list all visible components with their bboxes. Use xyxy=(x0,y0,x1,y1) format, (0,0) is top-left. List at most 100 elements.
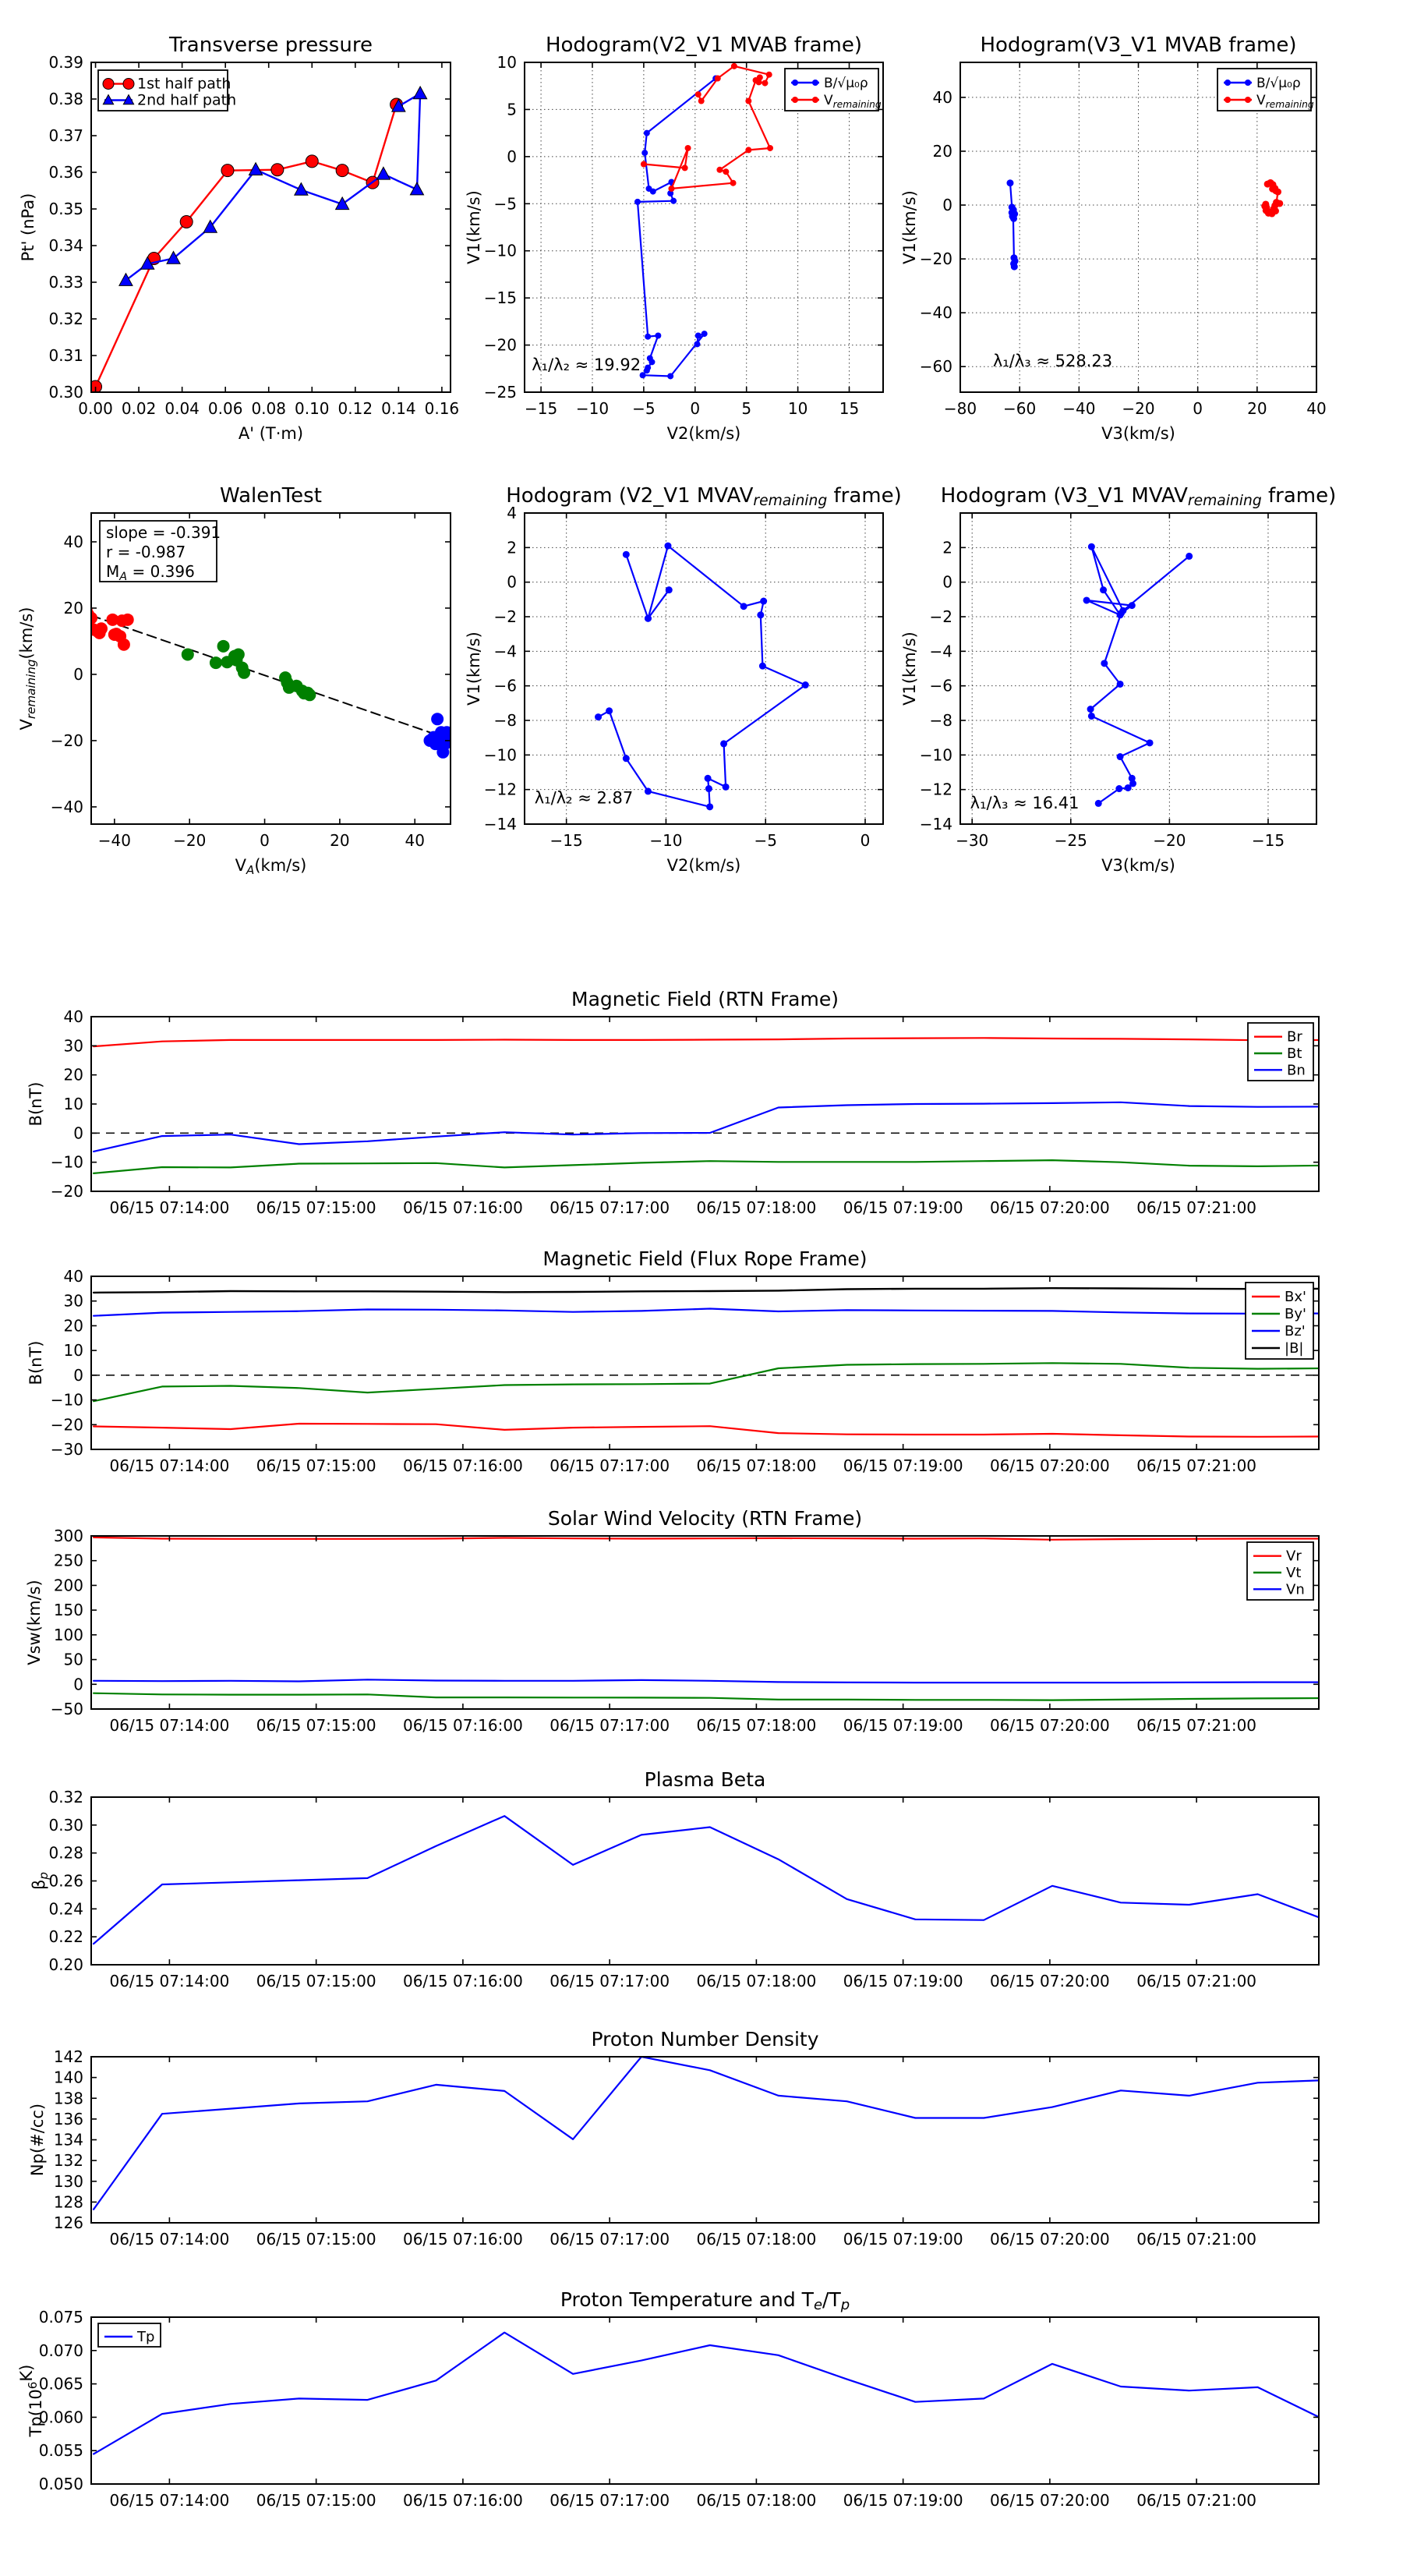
data-point xyxy=(431,713,444,726)
y-tick-label: −8 xyxy=(930,711,952,730)
y-tick-label: −10 xyxy=(484,242,517,260)
series-group xyxy=(595,542,809,811)
data-point xyxy=(655,332,662,339)
x-tick-label: 0 xyxy=(260,831,270,850)
x-tick-label: 06/15 07:16:00 xyxy=(403,1972,523,1990)
series-v-hodogram xyxy=(1085,546,1190,805)
data-point xyxy=(1116,753,1124,761)
legend: B/√μ₀ρ Vremaining​ xyxy=(784,68,882,111)
chart-title: WalenTest xyxy=(220,484,322,508)
x-tick-label: 06/15 07:14:00 xyxy=(109,1456,229,1475)
series-group xyxy=(93,2331,1319,2455)
marker xyxy=(812,80,818,86)
marker xyxy=(102,94,115,105)
annotation: λ₁/λ₂ ≈ 19.92 xyxy=(532,356,641,374)
data-point xyxy=(1006,179,1014,187)
data-point xyxy=(720,740,728,748)
y-tick-label: 132 xyxy=(54,2151,83,2170)
data-point xyxy=(706,803,714,811)
x-tick-label: 06/15 07:18:00 xyxy=(696,2230,816,2249)
x-tick-label: 06/15 07:18:00 xyxy=(696,1716,816,1735)
legend: Bx'By'Bz'|B| xyxy=(1245,1282,1314,1360)
axes-spines xyxy=(90,2056,1320,2224)
grid xyxy=(525,512,883,825)
marker xyxy=(102,78,115,90)
y-tick-label: 0 xyxy=(942,573,952,592)
axes-spines xyxy=(90,62,451,393)
y-tick-label: 0.070 xyxy=(39,2341,83,2360)
y-tick-label: 0.32 xyxy=(48,1788,83,1806)
y-tick-label: 0.060 xyxy=(39,2408,83,2426)
data-point xyxy=(644,787,652,795)
x-tick-label: 06/15 07:21:00 xyxy=(1136,1972,1256,1990)
y-tick-label: 2 xyxy=(942,538,952,557)
axis-ticks: −30 −25 −20 −15−14−12−10−8−6−4−202 xyxy=(920,513,1316,850)
y-tick-label: 0 xyxy=(73,1123,83,1142)
x-tick-label: 06/15 07:19:00 xyxy=(843,1972,963,1990)
x-tick-label: 06/15 07:16:00 xyxy=(403,2230,523,2249)
legend-label: Bn xyxy=(1287,1062,1306,1078)
x-tick-label: 06/15 07:15:00 xyxy=(256,2491,376,2510)
y-tick-label: −14 xyxy=(920,815,952,833)
x-tick-label: −20 xyxy=(1153,831,1186,850)
series-vr xyxy=(93,1536,1319,1541)
x-tick-label: 06/15 07:14:00 xyxy=(109,1198,229,1217)
grid xyxy=(959,62,1317,392)
data-point xyxy=(1115,785,1123,793)
x-tick-label: 06/15 07:15:00 xyxy=(256,1716,376,1735)
y-axis-label: Tp(106​K) xyxy=(17,2365,45,2438)
y-tick-label: 10 xyxy=(497,53,517,72)
y-tick-label: 0.30 xyxy=(48,1816,83,1835)
y-tick-label: 0 xyxy=(507,147,517,166)
data-point xyxy=(391,98,406,112)
axis-ticks: 06/15 07:14:00 06/15 07:15:00 06/15 07:16:… xyxy=(51,1267,1319,1475)
data-point xyxy=(221,164,235,178)
y-tick-label: −20 xyxy=(51,1182,83,1201)
y-tick-label: −40 xyxy=(920,303,952,322)
x-axis-label: V2(km/s) xyxy=(667,424,741,443)
data-point xyxy=(1146,739,1154,747)
y-tick-label: −10 xyxy=(484,745,517,764)
y-tick-label: 126 xyxy=(54,2213,83,2232)
marker xyxy=(122,94,135,105)
y-tick-label: −20 xyxy=(920,249,952,268)
y-tick-label: 0 xyxy=(942,196,952,214)
x-tick-label: 20 xyxy=(1247,399,1267,418)
series-by- xyxy=(93,1362,1319,1403)
data-point xyxy=(704,774,712,782)
y-tick-label: 0.33 xyxy=(48,273,83,292)
y-tick-label: 2 xyxy=(507,538,517,557)
x-tick-label: 06/15 07:20:00 xyxy=(990,2230,1110,2249)
y-tick-label: 0 xyxy=(73,1675,83,1693)
legend-label: 1st half path xyxy=(137,76,231,93)
y-tick-label: −8 xyxy=(494,711,517,730)
data-point xyxy=(1009,209,1017,217)
y-tick-label: 0.050 xyxy=(39,2475,83,2493)
data-point xyxy=(622,550,630,558)
y-tick-label: 30 xyxy=(64,1036,83,1055)
data-point xyxy=(649,188,656,195)
y-tick-label: 300 xyxy=(54,1527,83,1545)
series-b-sqrt-mu0-rho- xyxy=(1009,182,1016,268)
data-point xyxy=(1264,209,1272,217)
x-tick-label: 0.06 xyxy=(208,399,243,418)
data-point xyxy=(1010,263,1018,271)
chart-title: Plasma Beta xyxy=(645,1768,766,1791)
series-1st-half-path xyxy=(94,103,398,388)
legend-label: Vr xyxy=(1286,1548,1302,1565)
series-group xyxy=(93,1037,1319,1174)
y-axis-label: V1(km/s) xyxy=(900,632,919,706)
x-tick-label: 06/15 07:19:00 xyxy=(843,2230,963,2249)
y-tick-label: 142 xyxy=(54,2047,83,2066)
annotation: λ₁/λ₃ ≈ 16.41 xyxy=(970,794,1080,812)
series-group xyxy=(634,62,774,380)
series-group xyxy=(1083,543,1193,807)
data-point xyxy=(716,166,723,173)
x-tick-label: 0.04 xyxy=(164,399,200,418)
y-tick-label: 140 xyxy=(54,2068,83,2087)
y-tick-label: 0.36 xyxy=(48,163,83,182)
data-point xyxy=(714,75,721,82)
x-tick-label: −40 xyxy=(1062,399,1095,418)
data-point xyxy=(442,729,451,742)
